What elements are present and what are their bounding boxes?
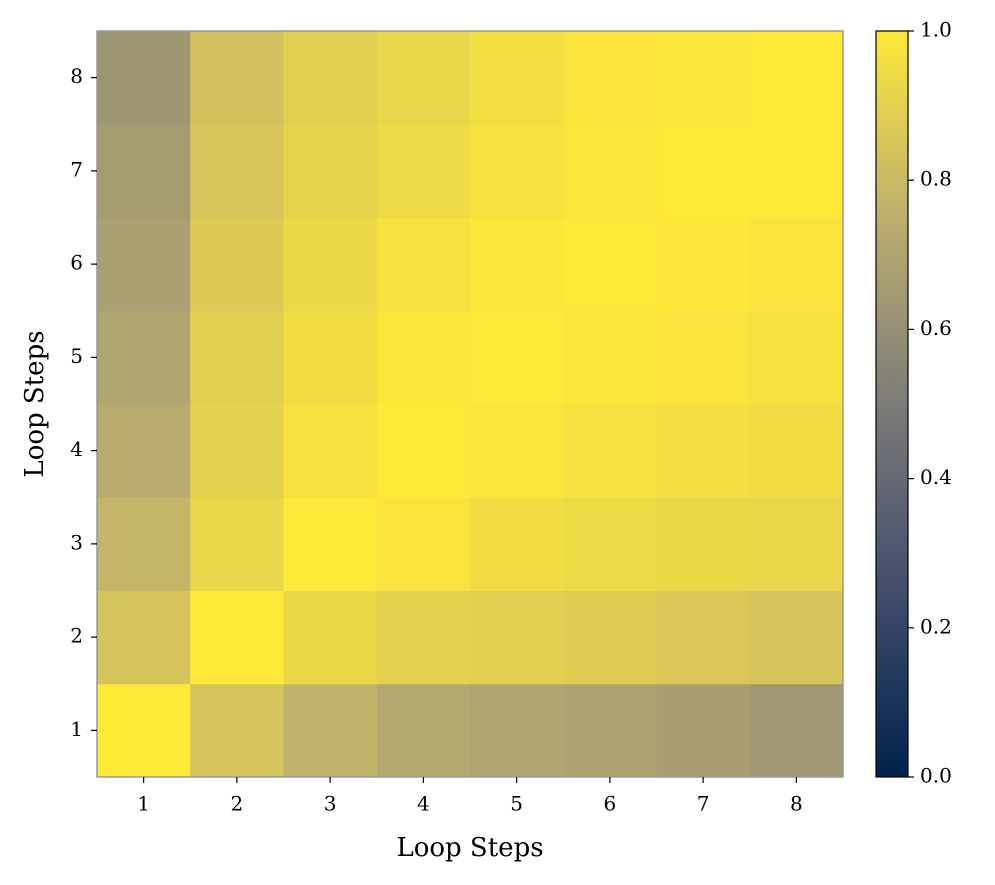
heatmap-cell: [563, 31, 657, 125]
heatmap-cell: [190, 497, 284, 591]
heatmap-cell: [376, 497, 471, 591]
heatmap-cell: [749, 497, 844, 591]
x-tick-label: 5: [510, 792, 523, 816]
heatmap-cell: [376, 217, 471, 312]
heatmap-cell: [656, 404, 751, 498]
heatmap-cell: [283, 124, 378, 218]
heatmap-cell: [283, 310, 378, 405]
heatmap-cell: [563, 310, 657, 405]
heatmap-cell: [376, 31, 471, 125]
heatmap-cell: [283, 497, 378, 591]
heatmap-cell: [749, 683, 844, 778]
heatmap-cell: [563, 124, 657, 218]
heatmap-cell: [190, 683, 284, 778]
heatmap-cell: [470, 310, 564, 405]
heatmap-cell: [97, 683, 191, 778]
x-tick-label: 3: [324, 792, 337, 816]
heatmap-cell: [656, 31, 751, 125]
heatmap-cell: [563, 404, 657, 498]
heatmap-cell: [749, 404, 844, 498]
heatmap-cell: [190, 404, 284, 498]
heatmap-cell: [376, 124, 471, 218]
x-tick-label: 7: [697, 792, 710, 816]
heatmap-cell: [749, 31, 844, 125]
colorbar: [875, 30, 909, 778]
y-tick-label: 2: [70, 624, 83, 648]
heatmap-cell: [190, 124, 284, 218]
x-axis-label: Loop Steps: [396, 833, 543, 863]
y-axis-label: Loop Steps: [20, 330, 50, 477]
colorbar-tick-label: 0.0: [920, 764, 952, 788]
y-tick-label: 5: [70, 344, 83, 368]
heatmap-cell: [656, 217, 751, 312]
x-tick-label: 2: [231, 792, 244, 816]
heatmap-cell: [97, 310, 191, 405]
heatmap-cell: [563, 590, 657, 685]
colorbar-tick-label: 1.0: [920, 18, 952, 42]
heatmap-cell: [283, 404, 378, 498]
heatmap-cell: [749, 217, 844, 312]
heatmap-cell: [470, 404, 564, 498]
heatmap-cell: [376, 404, 471, 498]
plot-frame: [96, 30, 844, 778]
heatmap-cell: [656, 497, 751, 591]
heatmap-cell: [749, 310, 844, 405]
heatmap-cell: [470, 683, 564, 778]
colorbar-tick-label: 0.6: [920, 316, 952, 340]
heatmap-cell: [190, 217, 284, 312]
x-tick-label: 4: [417, 792, 430, 816]
heatmap-cell: [190, 310, 284, 405]
heatmap-cell: [749, 590, 844, 685]
heatmap-cell: [283, 217, 378, 312]
heatmap-cell: [470, 124, 564, 218]
heatmap-cell: [656, 683, 751, 778]
y-tick-label: 1: [70, 717, 83, 741]
heatmap-cell: [563, 217, 657, 312]
heatmap-cell: [563, 497, 657, 591]
heatmap-cell: [283, 590, 378, 685]
heatmap-cell: [97, 404, 191, 498]
heatmap-cell: [283, 683, 378, 778]
heatmap-cell: [97, 124, 191, 218]
heatmap-cell: [470, 590, 564, 685]
heatmap-cell: [470, 217, 564, 312]
heatmap-cell: [376, 590, 471, 685]
heatmap-cell: [190, 590, 284, 685]
y-tick-label: 4: [70, 437, 83, 461]
heatmap-cell: [97, 31, 191, 125]
heatmap-cell: [470, 497, 564, 591]
y-tick-label: 6: [70, 251, 83, 275]
y-tick-label: 7: [70, 157, 83, 181]
heatmap-cell: [97, 217, 191, 312]
colorbar-tick-label: 0.4: [920, 465, 952, 489]
heatmap-cell: [656, 124, 751, 218]
heatmap-cell: [97, 590, 191, 685]
heatmap-cell: [190, 31, 284, 125]
heatmap-cell: [97, 497, 191, 591]
y-tick-label: 3: [70, 530, 83, 554]
heatmap-cell: [376, 683, 471, 778]
heatmap-cell: [563, 683, 657, 778]
heatmap-cell: [283, 31, 378, 125]
heatmap-cell: [376, 310, 471, 405]
x-tick-label: 6: [604, 792, 617, 816]
colorbar-tick-label: 0.2: [920, 614, 952, 638]
colorbar-tick-label: 0.8: [920, 167, 952, 191]
x-tick-label: 1: [137, 792, 150, 816]
y-tick-label: 8: [70, 64, 83, 88]
heatmap-cell: [656, 310, 751, 405]
heatmap-cell: [749, 124, 844, 218]
heatmap-cell: [656, 590, 751, 685]
x-tick-label: 8: [790, 792, 803, 816]
heatmap-cell: [470, 31, 564, 125]
